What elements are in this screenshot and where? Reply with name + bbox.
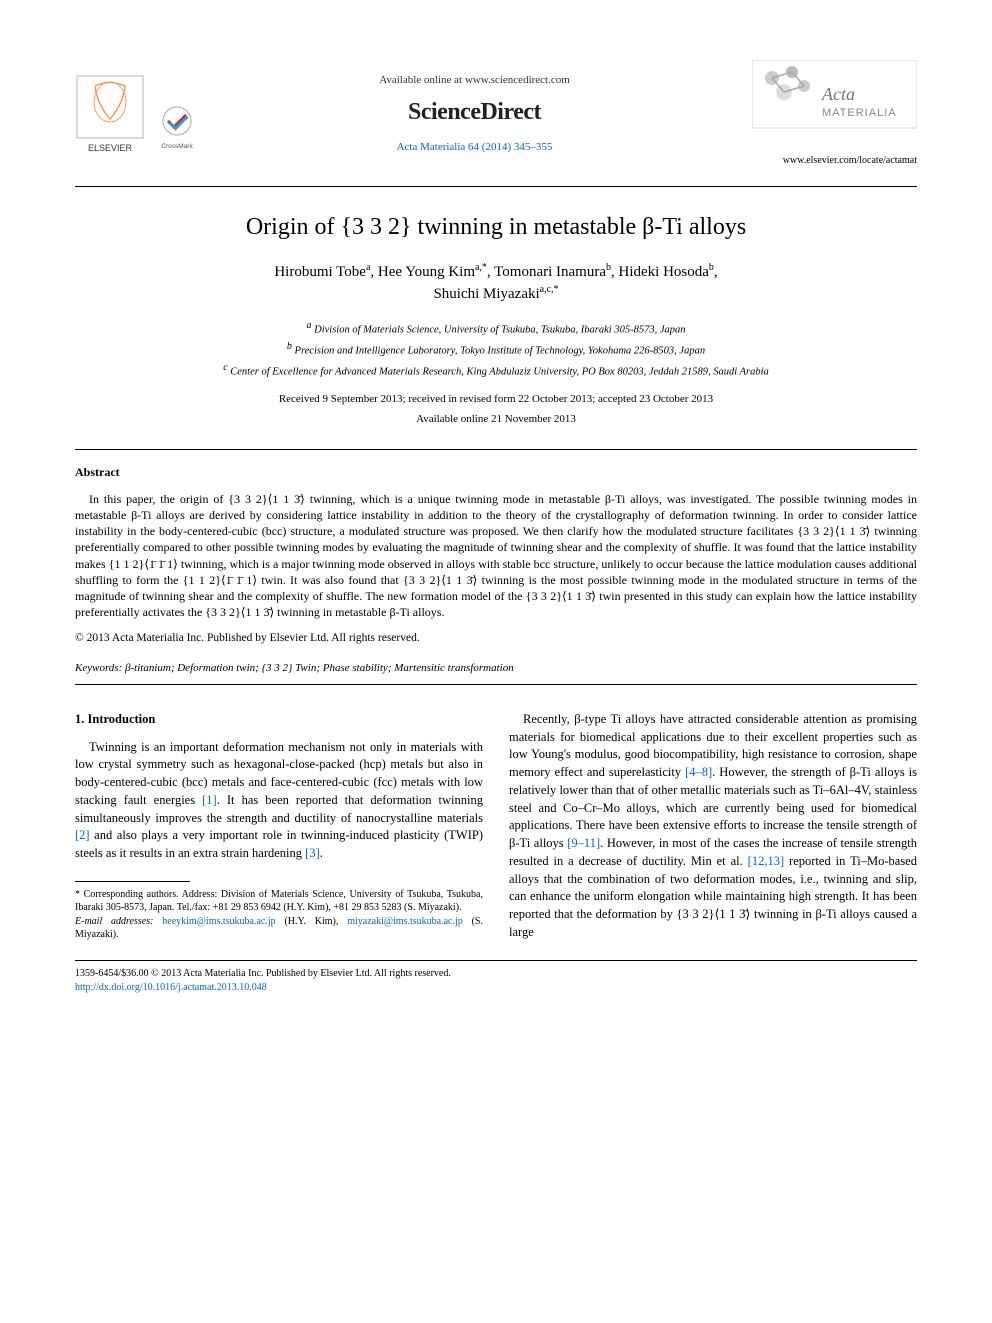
- available-online-text: Available online at www.sciencedirect.co…: [197, 73, 752, 88]
- author: Hideki Hosodab: [619, 264, 714, 280]
- author: Hee Young Kima,*: [378, 264, 487, 280]
- body-columns: 1. Introduction Twinning is an important…: [75, 711, 917, 942]
- acta-materialia-logo: Acta MATERIALIA: [752, 60, 917, 145]
- author-list: Hirobumi Tobea, Hee Young Kima,*, Tomona…: [75, 261, 917, 305]
- affiliation: b Precision and Intelligence Laboratory,…: [75, 340, 917, 359]
- svg-text:ELSEVIER: ELSEVIER: [88, 143, 133, 153]
- footnote-separator: [75, 881, 190, 882]
- left-column: 1. Introduction Twinning is an important…: [75, 711, 483, 942]
- footer-copyright: 1359-6454/$36.00 © 2013 Acta Materialia …: [75, 967, 917, 981]
- left-logos: ELSEVIER CrossMark: [75, 74, 197, 154]
- section-heading: 1. Introduction: [75, 711, 483, 729]
- keywords-line: Keywords: β-titanium; Deformation twin; …: [75, 661, 917, 676]
- email-link[interactable]: heeykim@ims.tsukuba.ac.jp: [162, 916, 275, 927]
- paragraph: Recently, β-type Ti alloys have attracte…: [509, 711, 917, 942]
- header-rule: [75, 186, 917, 187]
- author: Shuichi Miyazakia,c,*: [433, 286, 558, 302]
- ref-link[interactable]: [12,13]: [748, 854, 784, 868]
- ref-link[interactable]: [4–8]: [685, 765, 712, 779]
- corresponding-author-footnote: * Corresponding authors. Address: Divisi…: [75, 888, 483, 915]
- doi-link[interactable]: http://dx.doi.org/10.1016/j.actamat.2013…: [75, 982, 267, 993]
- email-link[interactable]: miyazaki@ims.tsukuba.ac.jp: [347, 916, 463, 927]
- crossmark-icon[interactable]: CrossMark: [157, 104, 197, 154]
- footer: 1359-6454/$36.00 © 2013 Acta Materialia …: [75, 967, 917, 995]
- email-label: E-mail addresses:: [75, 916, 153, 927]
- elsevier-logo: ELSEVIER: [75, 74, 145, 154]
- footer-separator: [75, 960, 917, 961]
- affiliation: c Center of Excellence for Advanced Mate…: [75, 361, 917, 380]
- author: Tomonari Inamurab: [494, 264, 611, 280]
- article-dates: Received 9 September 2013; received in r…: [75, 392, 917, 407]
- abstract-heading: Abstract: [75, 464, 917, 481]
- svg-text:Acta: Acta: [821, 84, 855, 104]
- ref-link[interactable]: [3]: [305, 846, 320, 860]
- ref-link[interactable]: [9–11]: [567, 836, 600, 850]
- journal-citation-link[interactable]: Acta Materialia 64 (2014) 345–355: [197, 140, 752, 155]
- paragraph: Twinning is an important deformation mec…: [75, 739, 483, 863]
- abstract-top-rule: [75, 449, 917, 450]
- keywords-label: Keywords:: [75, 662, 122, 674]
- sciencedirect-logo[interactable]: ScienceDirect: [197, 96, 752, 130]
- keywords-values: β-titanium; Deformation twin; {3 3 2} Tw…: [125, 662, 514, 674]
- available-online-date: Available online 21 November 2013: [75, 412, 917, 427]
- page-header: ELSEVIER CrossMark Available online at w…: [75, 60, 917, 168]
- paper-title: Origin of {3 3 2} twinning in metastable…: [75, 211, 917, 245]
- abstract-text: In this paper, the origin of {3 3 2}⟨1 1…: [75, 491, 917, 621]
- right-logo-block: Acta MATERIALIA www.elsevier.com/locate/…: [752, 60, 917, 168]
- svg-text:MATERIALIA: MATERIALIA: [822, 107, 897, 119]
- header-center: Available online at www.sciencedirect.co…: [197, 73, 752, 155]
- journal-homepage[interactable]: www.elsevier.com/locate/actamat: [752, 154, 917, 168]
- affiliation: a Division of Materials Science, Univers…: [75, 319, 917, 338]
- right-column: Recently, β-type Ti alloys have attracte…: [509, 711, 917, 942]
- copyright-line: © 2013 Acta Materialia Inc. Published by…: [75, 630, 917, 646]
- ref-link[interactable]: [1]: [202, 793, 217, 807]
- svg-text:CrossMark: CrossMark: [161, 143, 193, 150]
- author: Hirobumi Tobea: [274, 264, 370, 280]
- ref-link[interactable]: [2]: [75, 828, 90, 842]
- email-footnote: E-mail addresses: heeykim@ims.tsukuba.ac…: [75, 915, 483, 942]
- abstract-bottom-rule: [75, 684, 917, 685]
